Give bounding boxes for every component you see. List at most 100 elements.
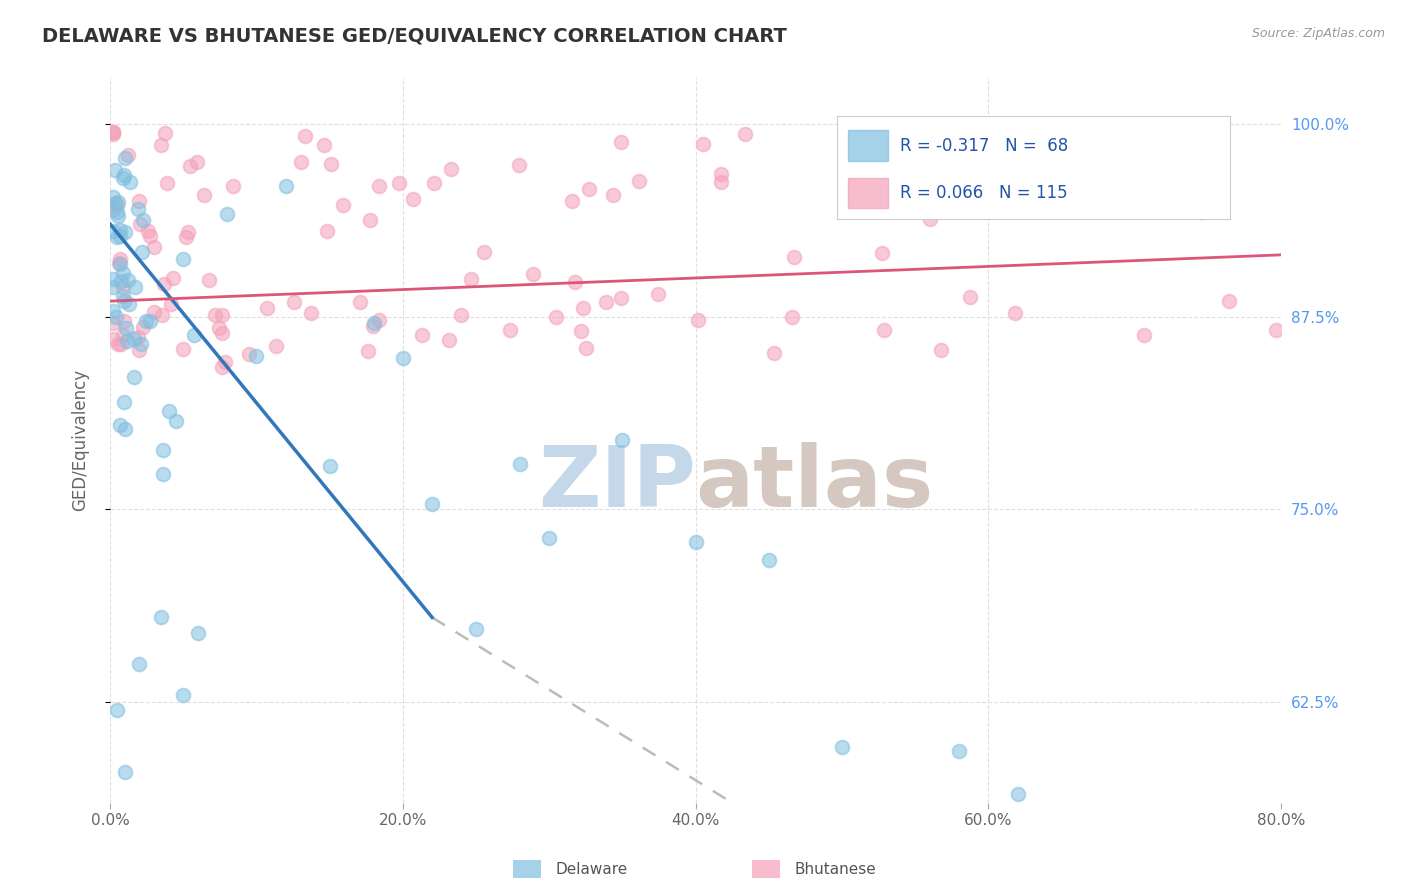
Point	[460, 271, 482, 285]
Point	[114, 764, 136, 779]
Point	[710, 175, 733, 189]
Point	[602, 187, 624, 202]
Point	[918, 212, 941, 227]
Point	[122, 332, 145, 346]
Point	[103, 304, 125, 318]
Point	[873, 322, 896, 336]
Point	[105, 198, 128, 212]
Point	[564, 275, 586, 289]
Point	[157, 404, 180, 418]
Point	[966, 192, 988, 206]
Point	[136, 224, 159, 238]
Text: R = -0.317   N =  68: R = -0.317 N = 68	[900, 136, 1067, 154]
Point	[256, 301, 278, 315]
Point	[1007, 787, 1029, 801]
Point	[294, 128, 316, 143]
Point	[440, 161, 463, 176]
Point	[150, 308, 173, 322]
Point	[111, 279, 134, 293]
Point	[609, 291, 631, 305]
Point	[1198, 198, 1220, 212]
Point	[107, 194, 129, 209]
Point	[112, 395, 135, 409]
Point	[647, 287, 669, 301]
Point	[688, 313, 710, 327]
Point	[575, 341, 598, 355]
Point	[420, 497, 443, 511]
Point	[101, 127, 124, 141]
Point	[107, 337, 129, 351]
Point	[105, 229, 128, 244]
Point	[1133, 328, 1156, 343]
Point	[204, 308, 226, 322]
Point	[187, 625, 209, 640]
Text: atlas: atlas	[696, 442, 934, 525]
Point	[319, 156, 342, 170]
Point	[1109, 146, 1132, 161]
Point	[569, 324, 592, 338]
Point	[179, 159, 201, 173]
Point	[142, 305, 165, 319]
Point	[114, 422, 136, 436]
Point	[162, 271, 184, 285]
Point	[198, 273, 221, 287]
Point	[388, 176, 411, 190]
Point	[129, 336, 152, 351]
Point	[110, 223, 132, 237]
Point	[1265, 323, 1288, 337]
Point	[238, 347, 260, 361]
Point	[110, 417, 132, 432]
Point	[368, 313, 391, 327]
Point	[172, 688, 194, 702]
Point	[107, 255, 129, 269]
Point	[465, 622, 488, 636]
Point	[1039, 168, 1062, 182]
Point	[193, 188, 215, 202]
Point	[118, 297, 141, 311]
Point	[114, 151, 136, 165]
Point	[186, 155, 208, 169]
Point	[101, 190, 124, 204]
Point	[149, 138, 172, 153]
Point	[129, 217, 152, 231]
Point	[221, 178, 243, 193]
Point	[332, 198, 354, 212]
Point	[359, 212, 381, 227]
Point	[112, 328, 135, 343]
Point	[274, 178, 297, 193]
Point	[472, 245, 495, 260]
Point	[1022, 183, 1045, 197]
Point	[578, 181, 600, 195]
Point	[112, 294, 135, 309]
Point	[357, 343, 380, 358]
Y-axis label: GED/Equivalency: GED/Equivalency	[72, 369, 89, 511]
Point	[402, 192, 425, 206]
Point	[152, 467, 174, 481]
Point	[411, 327, 433, 342]
Point	[628, 174, 651, 188]
Point	[152, 443, 174, 458]
Point	[101, 332, 124, 346]
Text: Source: ZipAtlas.com: Source: ZipAtlas.com	[1251, 27, 1385, 40]
Point	[135, 314, 157, 328]
Text: R = 0.066   N = 115: R = 0.066 N = 115	[900, 184, 1067, 202]
Point	[117, 273, 139, 287]
Point	[112, 171, 135, 186]
Point	[758, 553, 780, 567]
Point	[368, 178, 391, 193]
Point	[172, 342, 194, 356]
Point	[114, 225, 136, 239]
Point	[1189, 205, 1212, 219]
Point	[522, 267, 544, 281]
Point	[780, 310, 803, 324]
Point	[595, 294, 617, 309]
Point	[127, 330, 149, 344]
Point	[128, 194, 150, 208]
Point	[1045, 130, 1067, 145]
Point	[283, 294, 305, 309]
Point	[710, 167, 733, 181]
Point	[101, 316, 124, 330]
Point	[959, 290, 981, 304]
Point	[177, 225, 200, 239]
Point	[762, 346, 785, 360]
